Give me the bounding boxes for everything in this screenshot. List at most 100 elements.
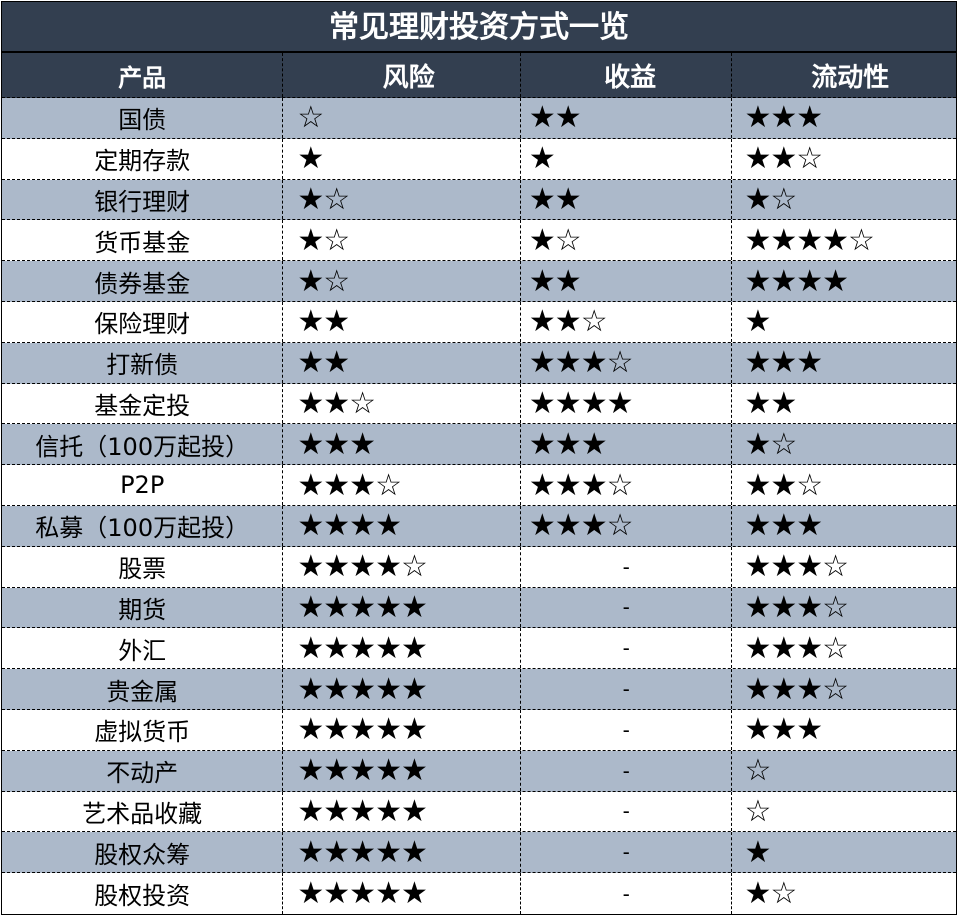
table-row: 定期存款 ★ ★ ★★☆ [2, 138, 956, 180]
header-return: 收益 [521, 53, 733, 97]
product-cell: 股权投资 [2, 873, 284, 914]
return-cell: - [521, 587, 733, 628]
risk-cell: ★★★★★ [283, 669, 521, 709]
header-row: 产品 风险 收益 流动性 [2, 53, 956, 98]
table-row: 银行理财 ★☆ ★★ ★☆ [2, 179, 956, 221]
table-row: 期货 ★★★★★ - ★★★☆ [2, 587, 956, 629]
risk-cell: ★★★ [283, 424, 521, 465]
risk-cell: ★★★★★ [283, 873, 521, 914]
risk-cell: ★★★☆ [283, 465, 521, 505]
return-cell: ★★★☆ [521, 505, 733, 546]
return-cell: - [521, 791, 733, 832]
product-cell: 期货 [2, 587, 284, 628]
liquidity-cell: ★★★☆ [744, 671, 849, 707]
table-title: 常见理财投资方式一览 [2, 2, 956, 53]
liquidity-cell: ★★★★ [744, 263, 849, 299]
liquidity-cell: ★★☆ [744, 467, 823, 503]
liquidity-cell: ★★★☆ [744, 549, 849, 585]
risk-cell: ★★ [283, 342, 521, 383]
product-cell: 国债 [2, 98, 284, 138]
table-row: P2P ★★★☆ ★★★☆ ★★☆ [2, 465, 956, 506]
liquidity-cell: ★★ [744, 385, 797, 421]
risk-cell: ★★☆ [283, 383, 521, 424]
risk-cell: ★★★★★ [283, 750, 521, 791]
header-product: 产品 [2, 53, 284, 97]
liquidity-cell: ★☆ [744, 181, 797, 217]
return-cell: ★★ [521, 179, 733, 220]
product-cell: P2P [2, 465, 284, 505]
product-cell: 基金定投 [2, 383, 284, 424]
table-row: 私募（100万起投） ★★★★ ★★★☆ ★★★ [2, 505, 956, 547]
return-cell: ★ [521, 138, 733, 179]
product-cell: 打新债 [2, 342, 284, 383]
risk-cell: ★ [283, 138, 521, 179]
risk-cell: ★★★★ [283, 505, 521, 546]
liquidity-cell: ★☆ [744, 876, 797, 912]
table-row: 股票 ★★★★☆ - ★★★☆ [2, 546, 956, 588]
table-row: 债券基金 ★☆ ★★ ★★★★ [2, 261, 956, 302]
header-risk: 风险 [283, 53, 521, 97]
table-row: 外汇 ★★★★★ - ★★★☆ [2, 628, 956, 670]
return-cell: - [521, 669, 733, 709]
liquidity-cell: ★★★ [744, 712, 823, 748]
liquidity-cell: ★★★☆ [744, 589, 849, 625]
liquidity-cell: ★★★★☆ [744, 222, 874, 258]
product-cell: 贵金属 [2, 669, 284, 709]
liquidity-cell: ★★★☆ [744, 630, 849, 666]
liquidity-cell: ★ [744, 834, 771, 870]
table-row: 不动产 ★★★★★ - ☆ [2, 750, 956, 792]
product-cell: 股票 [2, 546, 284, 587]
table-row: 股权众筹 ★★★★★ - ★ [2, 832, 956, 874]
return-cell: - [521, 873, 733, 914]
risk-cell: ★★★★★ [283, 791, 521, 832]
liquidity-cell: ★★★ [744, 508, 823, 544]
product-cell: 保险理财 [2, 301, 284, 342]
return-cell: ★★☆ [521, 301, 733, 342]
product-cell: 私募（100万起投） [2, 505, 284, 546]
liquidity-cell: ★ [744, 304, 771, 340]
table-row: 贵金属 ★★★★★ - ★★★☆ [2, 669, 956, 710]
product-cell: 货币基金 [2, 220, 284, 261]
product-cell: 债券基金 [2, 261, 284, 301]
table-row: 保险理财 ★★ ★★☆ ★ [2, 301, 956, 343]
liquidity-cell: ☆ [744, 793, 771, 829]
table-row: 货币基金 ★☆ ★☆ ★★★★☆ [2, 220, 956, 262]
return-cell: ★★ [521, 98, 733, 138]
return-cell: - [521, 832, 733, 873]
product-cell: 定期存款 [2, 138, 284, 179]
liquidity-cell: ☆ [744, 753, 771, 789]
product-cell: 不动产 [2, 750, 284, 791]
return-cell: ★★★ [521, 424, 733, 465]
liquidity-cell: ★☆ [744, 426, 797, 462]
liquidity-cell: ★★★ [744, 100, 823, 136]
risk-cell: ★★★★★ [283, 832, 521, 873]
table-row: 基金定投 ★★☆ ★★★★ ★★ [2, 383, 956, 425]
table-row: 信托（100万起投） ★★★ ★★★ ★☆ [2, 424, 956, 466]
return-cell: - [521, 709, 733, 750]
table-row: 艺术品收藏 ★★★★★ - ☆ [2, 791, 956, 833]
risk-cell: ★☆ [283, 179, 521, 220]
risk-cell: ☆ [283, 98, 521, 138]
return-cell: - [521, 628, 733, 669]
risk-cell: ★☆ [283, 220, 521, 261]
product-cell: 外汇 [2, 628, 284, 669]
table-row: 打新债 ★★ ★★★☆ ★★★ [2, 342, 956, 384]
return-cell: ★★★☆ [521, 342, 733, 383]
return-cell: ★★★★ [521, 383, 733, 424]
table-row: 股权投资 ★★★★★ - ★☆ [2, 873, 956, 914]
risk-cell: ★★ [283, 301, 521, 342]
liquidity-cell: ★★☆ [744, 141, 823, 177]
header-liquidity: 流动性 [811, 62, 890, 93]
risk-cell: ★★★★☆ [283, 546, 521, 587]
product-cell: 银行理财 [2, 179, 284, 220]
return-cell: ★★ [521, 261, 733, 301]
risk-cell: ★★★★★ [283, 709, 521, 750]
risk-cell: ★★★★★ [283, 628, 521, 669]
return-cell: ★★★☆ [521, 465, 733, 505]
product-cell: 信托（100万起投） [2, 424, 284, 465]
product-cell: 股权众筹 [2, 832, 284, 873]
table-body: 国债 ☆ ★★ ★★★ 定期存款 ★ ★ ★★☆ 银行理财 ★☆ ★★ ★☆ 货币基金 ★☆ ★☆ ★★★★☆… [2, 98, 956, 914]
return-cell: - [521, 750, 733, 791]
liquidity-cell: ★★★ [744, 345, 823, 381]
